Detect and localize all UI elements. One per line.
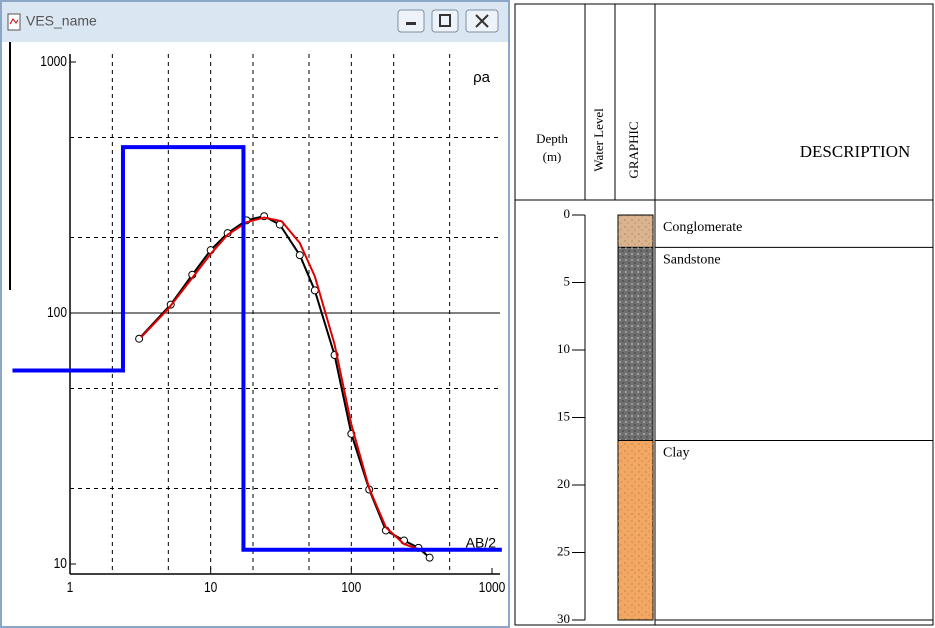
depth-tick-label: 0 (564, 206, 571, 221)
layer-name: Sandstone (663, 253, 721, 268)
layer-texture (618, 215, 653, 248)
depth-tick-label: 30 (557, 611, 570, 626)
series-line (140, 216, 427, 553)
y-tick-label: 10 (54, 555, 68, 572)
x-tick-label: 1000 (479, 579, 506, 596)
layer-texture (618, 440, 653, 620)
data-point (295, 251, 304, 260)
column-header: Water Level (591, 108, 606, 172)
ves-window: VES_name (0, 0, 510, 628)
app-icon-graph (9, 18, 19, 25)
depth-tick-label: 25 (557, 543, 570, 558)
layer-name: Clay (663, 446, 689, 461)
depth-tick-label: 20 (557, 476, 570, 491)
y-tick-label: 1000 (40, 53, 67, 70)
plot: 1 10 100 1000 10 100 1000 ρa AB/2 (12, 53, 506, 596)
maximize-button[interactable] (431, 9, 459, 33)
minimize-button[interactable] (397, 9, 425, 33)
layer-name: Conglomerate (663, 220, 742, 235)
x-tick-label: 100 (341, 579, 361, 596)
window-title: VES_name (26, 13, 97, 29)
x-tick-label: 10 (204, 579, 218, 596)
depth-tick-label: 10 (557, 341, 570, 356)
column-header: DESCRIPTION (800, 142, 911, 161)
depth-header: Depth (536, 131, 568, 146)
series-line (12, 145, 502, 552)
app-icon (7, 13, 21, 31)
column-header: GRAPHIC (626, 121, 641, 178)
log-frame (514, 3, 934, 626)
data-point (425, 553, 434, 562)
borehole-log: Depth (m) Water Level GRAPHIC DESCRIPTIO… (514, 3, 934, 626)
x-tick-label: 1 (67, 579, 74, 596)
layer-texture (618, 247, 653, 441)
y-axis-label: ρa (473, 69, 491, 86)
depth-tick-label: 15 (557, 408, 570, 423)
log-body: 0 5 10 15 20 25 30 Conglomerate Sandstone Clay (557, 206, 933, 626)
window-frame (0, 0, 510, 628)
depth-tick-label: 5 (564, 273, 571, 288)
x-axis-label: AB/2 (466, 535, 497, 551)
close-button[interactable] (465, 9, 499, 33)
y-tick-label: 100 (47, 304, 67, 321)
depth-header: (m) (543, 149, 562, 164)
